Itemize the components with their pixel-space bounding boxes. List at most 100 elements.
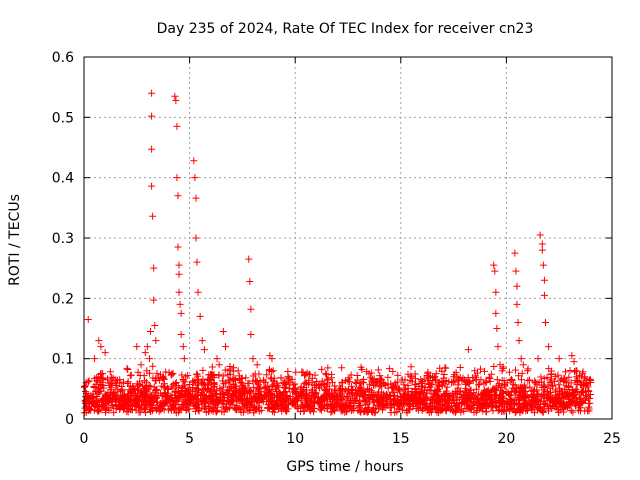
noise-point [462, 380, 470, 388]
noise-point [515, 405, 523, 413]
noise-point [448, 378, 456, 386]
noise-point [361, 392, 369, 400]
noise-point [505, 368, 513, 376]
noise-point [564, 404, 572, 412]
noise-point [390, 388, 398, 396]
noise-point [310, 408, 318, 416]
noise-point [85, 377, 93, 385]
noise-point [531, 409, 539, 417]
data-point [517, 355, 525, 363]
noise-point [587, 391, 595, 399]
noise-point [193, 370, 201, 378]
noise-point [181, 392, 189, 400]
noise-point [201, 385, 209, 393]
noise-point [375, 388, 383, 396]
noise-point [423, 371, 431, 379]
noise-point [324, 364, 332, 372]
noise-point [515, 372, 523, 380]
noise-point [241, 400, 249, 408]
noise-point [154, 374, 162, 382]
noise-point [124, 403, 132, 411]
noise-point [476, 380, 484, 388]
noise-point [186, 380, 194, 388]
noise-point [239, 384, 247, 392]
noise-point [231, 382, 239, 390]
data-point [247, 305, 255, 313]
noise-point [556, 386, 564, 394]
data-point [180, 355, 188, 363]
noise-point [127, 371, 135, 379]
noise-point [92, 395, 100, 403]
noise-point [277, 374, 285, 382]
noise-point [231, 375, 239, 383]
noise-point [442, 407, 450, 415]
noise-point [457, 406, 465, 414]
noise-point [394, 371, 402, 379]
noise-point [116, 388, 124, 396]
noise-point [125, 386, 133, 394]
data-point [308, 379, 316, 387]
data-point [401, 376, 409, 384]
noise-point [470, 399, 478, 407]
noise-point [376, 372, 384, 380]
noise-point [482, 408, 490, 416]
data-point [249, 355, 257, 363]
noise-point [226, 396, 234, 404]
noise-point [327, 402, 335, 410]
noise-point [426, 383, 434, 391]
chart-title: Day 235 of 2024, Rate Of TEC Index for r… [157, 21, 534, 37]
noise-point [495, 380, 503, 388]
noise-point [424, 377, 432, 385]
noise-point [310, 405, 318, 413]
noise-point [349, 406, 357, 414]
noise-point [379, 393, 387, 401]
data-point [511, 249, 519, 257]
data-point [91, 355, 99, 363]
noise-point [511, 396, 519, 404]
data-point [572, 367, 580, 375]
data-point [578, 370, 586, 378]
noise-point [239, 408, 247, 416]
noise-point [394, 386, 402, 394]
noise-point [237, 374, 245, 382]
noise-point [81, 397, 89, 405]
noise-point [374, 366, 382, 374]
noise-point [531, 400, 539, 408]
data-point [192, 194, 200, 202]
data-point [536, 231, 544, 239]
noise-point [569, 391, 577, 399]
noise-point [250, 383, 258, 391]
data-point [378, 376, 386, 384]
data-point [149, 212, 157, 220]
noise-point [336, 401, 344, 409]
noise-point [451, 388, 459, 396]
noise-point [263, 371, 271, 379]
noise-point [192, 379, 200, 387]
noise-point [412, 381, 420, 389]
data-point [464, 346, 472, 354]
noise-point [340, 393, 348, 401]
noise-point [355, 403, 363, 411]
noise-point [328, 378, 336, 386]
noise-point [519, 383, 527, 391]
noise-point [485, 392, 493, 400]
noise-point [406, 406, 414, 414]
noise-point [108, 380, 116, 388]
data-points [84, 89, 586, 390]
data-point [175, 261, 183, 269]
noise-point [225, 376, 233, 384]
data-point [519, 361, 527, 369]
noise-point [215, 371, 223, 379]
noise-point [561, 375, 569, 383]
noise-point [357, 363, 365, 371]
data-point [538, 246, 546, 254]
noise-point [504, 388, 512, 396]
noise-point [537, 373, 545, 381]
noise-point [206, 404, 214, 412]
data-point [534, 355, 542, 363]
noise-point [192, 402, 200, 410]
noise-point [172, 398, 180, 406]
noise-point [322, 370, 330, 378]
data-point [194, 288, 202, 296]
noise-point [518, 384, 526, 392]
